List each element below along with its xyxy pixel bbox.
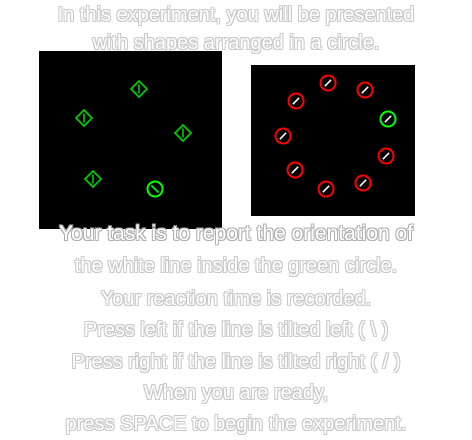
distractor-circle (286, 161, 304, 179)
distractor-circle (317, 180, 335, 198)
instruction-line-4: the white line inside the green circle. (74, 255, 398, 277)
distractor-circle (354, 174, 372, 192)
instruction-line-3: Your task is to report the orientation o… (58, 222, 414, 245)
left-example-display (74, 79, 193, 198)
target-circle (379, 110, 397, 128)
distractor-circle (287, 92, 305, 110)
left-example-panel (39, 51, 222, 229)
right-example-panel (251, 65, 415, 216)
instruction-line-6: Press left if the line is tilted left ( … (83, 319, 389, 341)
orientation-line (324, 79, 332, 87)
distractor-diamond (83, 169, 103, 189)
distractor-circle (319, 74, 337, 92)
distractor-diamond (74, 108, 94, 128)
orientation-line (291, 166, 299, 174)
distractor-diamond (173, 123, 193, 143)
orientation-line (361, 86, 369, 94)
orientation-line (382, 152, 390, 160)
right-example-display (274, 74, 397, 198)
instruction-line-7: Press right if the line is tilted right … (71, 351, 401, 373)
orientation-line (292, 97, 300, 105)
instruction-line-9: press SPACE to begin the experiment. (65, 413, 407, 435)
instruction-line-8: When you are ready, (143, 382, 329, 404)
distractor-circle (274, 127, 292, 145)
instruction-line-1: In this experiment, you will be presente… (57, 4, 415, 26)
orientation-line (384, 115, 392, 123)
instruction-line-2: with shapes arranged in a circle. (92, 32, 380, 54)
target-circle (146, 180, 164, 198)
distractor-circle (356, 81, 374, 99)
orientation-line (322, 185, 330, 193)
orientation-line (359, 179, 367, 187)
orientation-line (279, 132, 287, 140)
distractor-diamond (129, 79, 149, 99)
distractor-circle (377, 147, 395, 165)
orientation-line (150, 184, 160, 194)
instruction-line-5: Your reaction time is recorded. (100, 288, 372, 310)
